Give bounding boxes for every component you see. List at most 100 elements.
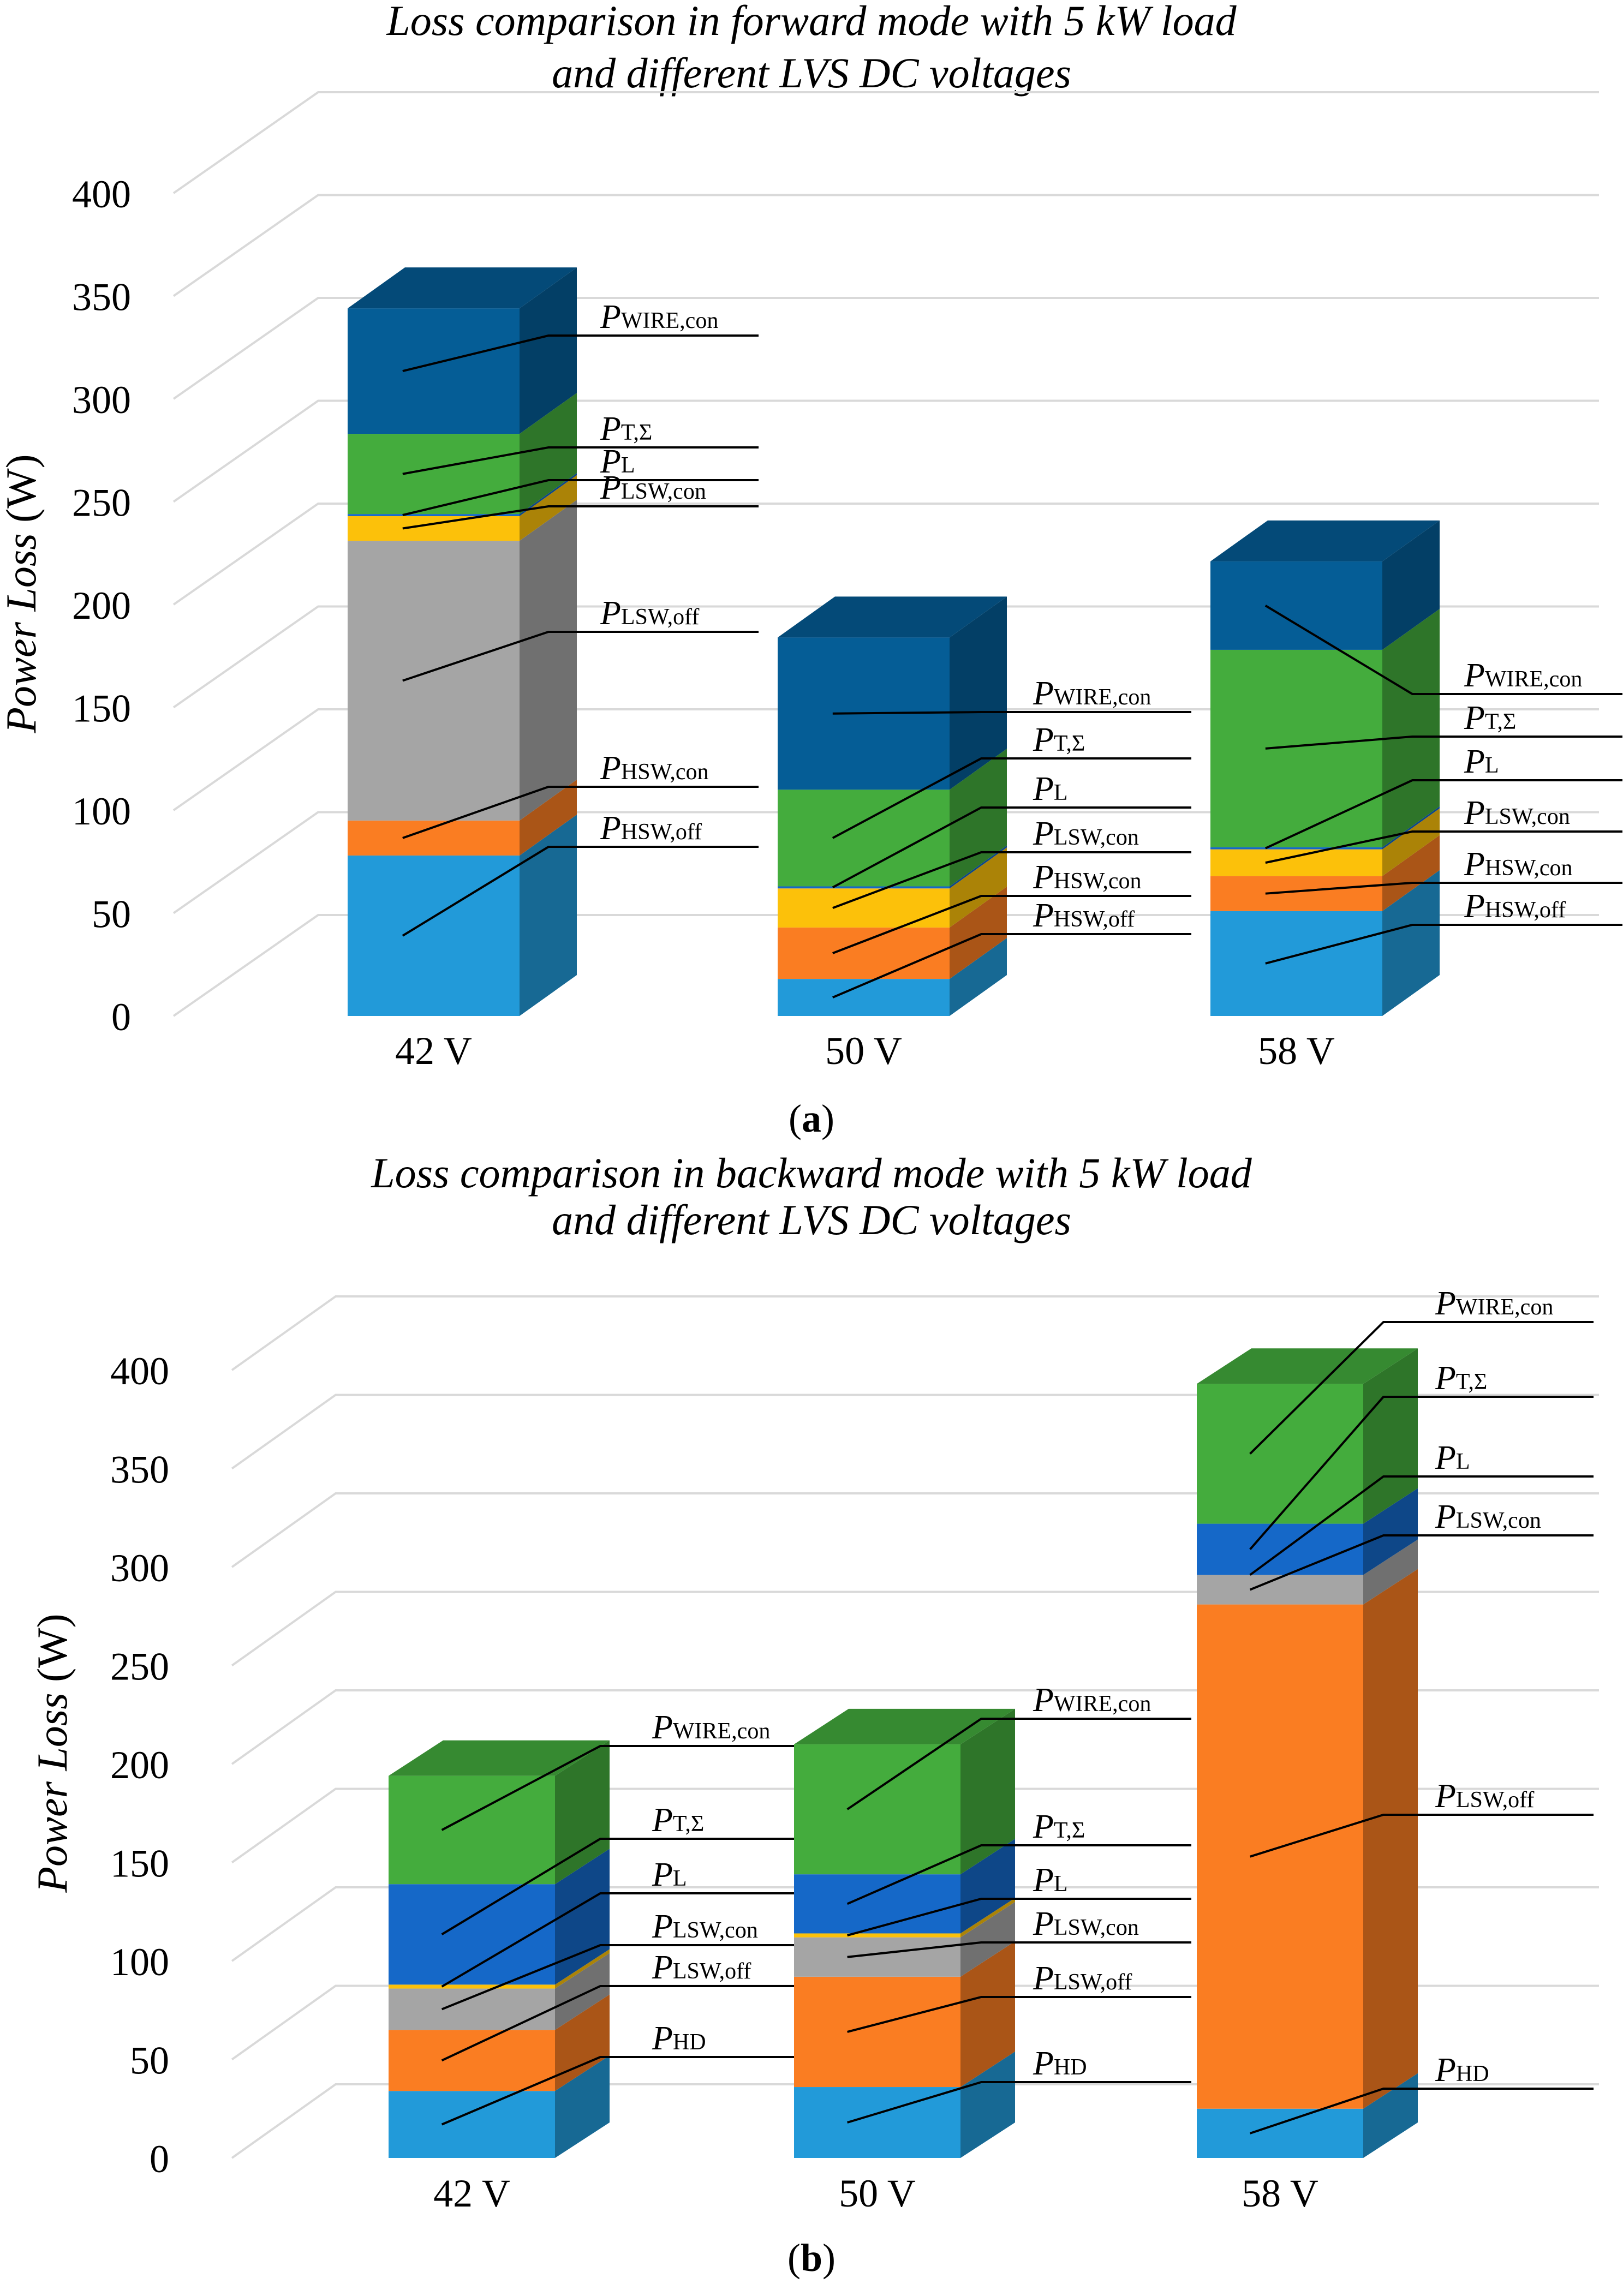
y-tick-label: 250 — [72, 481, 131, 525]
bar-side — [960, 2052, 1015, 2158]
x-tick-label: 42 V — [395, 1029, 472, 1073]
gridline — [172, 708, 1599, 811]
bar-segment — [1210, 876, 1382, 911]
bar-segment — [389, 2030, 555, 2091]
bar-side — [1363, 1569, 1418, 2109]
x-tick-label: 42 V — [433, 2172, 510, 2215]
bar-side — [950, 845, 1007, 889]
bar-side — [555, 1849, 610, 1985]
leader-line — [402, 631, 759, 682]
bar-stack: PHD PLSW,off PLSW,con PL PT,Σ PWIRE,con — [389, 1709, 810, 2158]
segment-label: PLSW,con — [1033, 815, 1139, 852]
bar-segment — [1197, 2108, 1363, 2158]
segment-label: PLSW,con — [600, 469, 706, 506]
bar-segment — [389, 1988, 555, 2030]
gridline — [172, 399, 1599, 503]
leader-line — [1264, 779, 1622, 850]
panel-label: (a) — [789, 1097, 834, 1140]
y-tick-label: 350 — [110, 1448, 169, 1492]
y-tick-label: 200 — [110, 1743, 169, 1787]
bar-side — [1382, 520, 1440, 650]
gridline — [231, 1492, 1599, 1568]
x-tick-label: 58 V — [1242, 2172, 1318, 2215]
leader-line — [847, 1996, 1191, 2033]
bar-segment — [778, 927, 950, 979]
y-tick-label: 400 — [110, 1349, 169, 1393]
y-tick-label: 200 — [72, 584, 131, 627]
leader-line — [402, 479, 759, 516]
y-tick-label: 250 — [110, 1645, 169, 1689]
segment-label: PT,Σ — [1033, 721, 1085, 758]
bar-segment — [348, 820, 520, 856]
bar-stack: PHSW,off PHSW,con PLSW,con PL PT,Σ PWIRE,con — [1210, 520, 1622, 1016]
chart-title: Loss comparison in backward mode with 5 … — [371, 1149, 1252, 1197]
y-tick-label: 0 — [111, 995, 131, 1039]
chart-panel-b: Loss comparison in backward mode with 5 … — [28, 1149, 1599, 2280]
segment-label: PL — [652, 1856, 687, 1893]
y-axis-label: Power Loss (W) — [28, 1613, 76, 1893]
segment-label: PLSW,con — [1033, 1905, 1139, 1942]
leader-line — [1264, 605, 1622, 695]
segment-label: PLSW,con — [1464, 794, 1570, 832]
segment-label: PHSW,con — [1033, 859, 1142, 896]
segment-label: PWIRE,con — [1435, 1285, 1553, 1322]
leader-line — [441, 1944, 810, 2011]
bar-top — [1197, 1348, 1418, 1384]
gridline — [231, 1591, 1599, 1667]
gridline — [231, 1394, 1599, 1470]
segment-label: PL — [1033, 770, 1068, 808]
bar-segment — [1197, 1604, 1363, 2109]
bar-segment — [794, 1976, 960, 2088]
segment-label: PT,Σ — [1033, 1808, 1085, 1845]
bar-side — [520, 500, 577, 821]
segment-label: PT,Σ — [1435, 1360, 1487, 1397]
bar-side — [520, 475, 577, 541]
bar-top — [348, 267, 577, 309]
bar-segment — [794, 1874, 960, 1934]
bar-top — [794, 1708, 1015, 1744]
gridline — [172, 811, 1599, 914]
bar-top — [389, 1740, 610, 1776]
x-tick-label: 50 V — [839, 2172, 916, 2215]
leader-line — [402, 846, 759, 937]
gridlines — [172, 91, 1599, 1017]
bar-side — [950, 886, 1007, 979]
bar-stack: PHD PLSW,off PLSW,con PL PT,Σ PWIRE,con — [1197, 1285, 1594, 2158]
leader-line — [1249, 1321, 1594, 1455]
gridline — [231, 1787, 1599, 1864]
leader-line — [847, 1898, 1191, 1936]
segment-label: PL — [1033, 1862, 1068, 1899]
y-axis-label: Power Loss (W) — [0, 454, 45, 733]
leader-line — [846, 1718, 1191, 1810]
bar-side — [520, 473, 577, 516]
bar-side — [960, 1902, 1015, 1977]
chart-title: and different LVS DC voltages — [552, 1196, 1071, 1243]
segment-label: PT,Σ — [600, 410, 652, 447]
segment-label: PHSW,off — [600, 810, 702, 847]
gridline — [172, 91, 1599, 194]
gridline — [231, 1689, 1599, 1765]
leader-line — [441, 1985, 810, 2062]
bar-segment — [1210, 561, 1382, 650]
panel-label: (b) — [787, 2236, 836, 2280]
y-tick-label: 300 — [72, 378, 131, 422]
bar-top — [778, 596, 1007, 638]
bar-side — [960, 1941, 1015, 2088]
gridline — [172, 297, 1599, 400]
segment-label: PT,Σ — [652, 1802, 704, 1839]
leader-line — [846, 1844, 1191, 1905]
leader-line — [402, 334, 759, 373]
bar-segment — [794, 1933, 960, 1938]
bar-segment — [348, 541, 520, 821]
bar-side — [1363, 1348, 1418, 1524]
segment-label: PT,Σ — [1464, 699, 1516, 737]
chart-title: and different LVS DC voltages — [552, 49, 1071, 97]
bar-segment — [1197, 1575, 1363, 1605]
bar-side — [555, 1949, 610, 1989]
bar-side — [1382, 870, 1440, 1016]
leader-line — [1265, 882, 1622, 895]
gridlines — [231, 1295, 1599, 2159]
bar-segment — [1210, 649, 1382, 847]
y-tick-label: 50 — [92, 893, 131, 936]
